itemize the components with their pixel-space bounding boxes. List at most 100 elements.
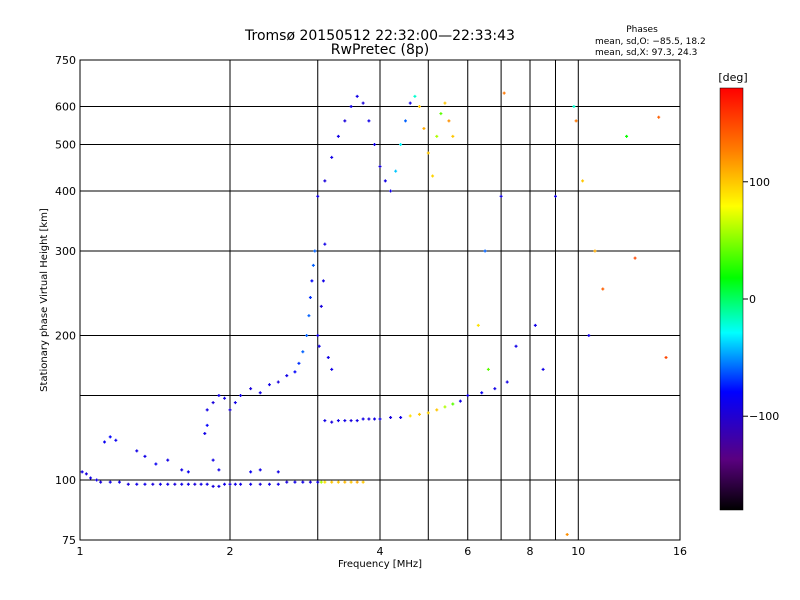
data-point <box>399 143 403 147</box>
data-point <box>135 482 139 486</box>
data-point <box>625 134 629 138</box>
data-point <box>203 432 207 436</box>
data-point <box>223 396 227 400</box>
data-point <box>316 194 320 198</box>
data-point <box>223 482 227 486</box>
data-point <box>565 533 569 537</box>
data-point <box>89 476 93 480</box>
data-point <box>249 387 253 391</box>
data-point <box>267 383 271 387</box>
data-point <box>323 419 327 423</box>
data-point <box>480 391 484 395</box>
data-point <box>108 480 112 484</box>
data-point <box>502 91 506 95</box>
data-point <box>258 482 262 486</box>
data-point <box>205 423 209 427</box>
data-point <box>514 344 518 348</box>
data-point <box>211 484 215 488</box>
data-point <box>143 454 147 458</box>
data-point <box>383 179 387 183</box>
data-point <box>408 414 412 418</box>
data-point <box>451 134 455 138</box>
data-point <box>447 119 451 123</box>
data-point <box>117 480 121 484</box>
data-point <box>308 296 312 300</box>
data-point <box>233 482 237 486</box>
data-point <box>373 143 377 147</box>
colorbar-tick-label: 0 <box>749 293 756 306</box>
data-point <box>330 420 334 424</box>
colorbar-tick-label: −100 <box>749 410 779 423</box>
data-point <box>426 151 430 155</box>
y-tick-label: 750 <box>55 54 76 67</box>
x-axis-label: Frequency [MHz] <box>338 559 422 570</box>
data-point <box>466 394 470 398</box>
data-point <box>293 480 297 484</box>
data-point <box>323 179 327 183</box>
data-point <box>367 119 371 123</box>
data-point <box>426 411 430 415</box>
data-point <box>572 105 576 109</box>
data-point <box>154 462 158 466</box>
data-point <box>574 119 578 123</box>
x-tick-label: 10 <box>571 545 585 558</box>
data-point <box>417 412 421 416</box>
data-point <box>217 394 221 398</box>
data-point <box>349 105 353 109</box>
data-point <box>217 468 221 472</box>
data-point <box>321 279 325 283</box>
x-axis-ticks: 1 2 4 6 8 10 16 <box>77 545 688 558</box>
data-point <box>541 367 545 371</box>
data-point <box>422 126 426 130</box>
data-point <box>361 480 365 484</box>
data-point <box>323 242 327 246</box>
plot-frame <box>79 59 681 541</box>
data-point <box>80 470 84 474</box>
data-point <box>408 101 412 105</box>
data-point <box>316 480 320 484</box>
data-point <box>313 249 317 253</box>
data-point <box>326 355 330 359</box>
data-point <box>301 350 305 354</box>
data-point <box>211 401 215 405</box>
data-point <box>249 470 253 474</box>
data-point <box>389 189 393 193</box>
data-point <box>593 249 597 253</box>
stats-line-x: mean, sd,X: 97.3, 24.3 <box>595 48 697 58</box>
data-point <box>180 482 184 486</box>
x-tick-label: 16 <box>673 545 687 558</box>
data-point <box>135 449 139 453</box>
data-point <box>228 408 232 412</box>
data-point <box>443 101 447 105</box>
data-point <box>349 419 353 423</box>
data-point <box>361 101 365 105</box>
data-point <box>343 480 347 484</box>
data-point <box>249 482 253 486</box>
stats-heading: Phases <box>626 25 658 35</box>
data-point <box>126 482 130 486</box>
x-tick-label: 6 <box>464 545 471 558</box>
data-point <box>186 470 190 474</box>
y-tick-label: 100 <box>55 474 76 487</box>
data-point <box>276 470 280 474</box>
data-point <box>166 458 170 462</box>
data-point <box>276 380 280 384</box>
data-point <box>186 482 190 486</box>
data-point <box>239 482 243 486</box>
data-point <box>417 105 421 109</box>
data-point <box>336 134 340 138</box>
data-point <box>581 179 585 183</box>
x-tick-label: 2 <box>227 545 234 558</box>
data-point <box>301 480 305 484</box>
data-point <box>378 164 382 168</box>
colorbar-ticks: −100 0 100 <box>743 176 779 423</box>
data-point <box>205 482 209 486</box>
data-point <box>258 468 262 472</box>
data-point <box>483 249 487 253</box>
data-point <box>657 115 661 119</box>
data-point <box>319 304 323 308</box>
x-tick-label: 1 <box>77 545 84 558</box>
data-point <box>403 119 407 123</box>
data-point <box>323 480 327 484</box>
